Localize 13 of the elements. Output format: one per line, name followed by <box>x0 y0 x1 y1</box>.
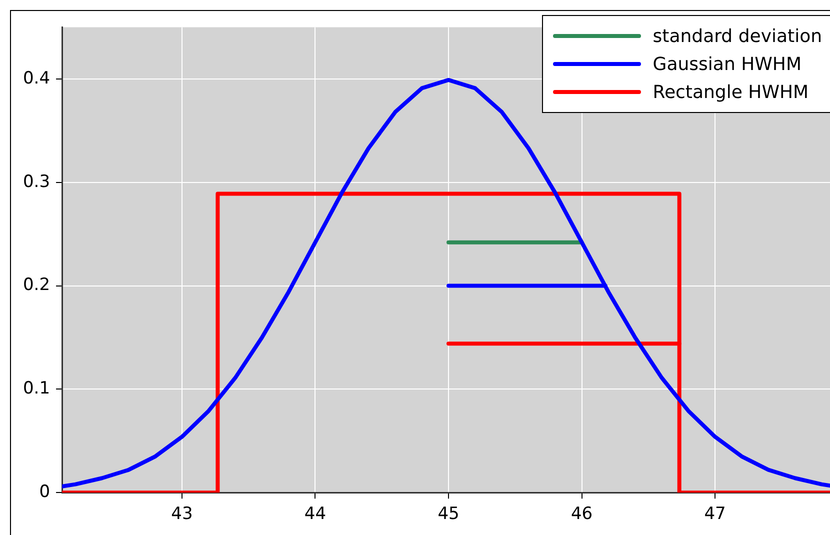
x-tick-label: 44 <box>304 504 326 524</box>
legend-label: Rectangle HWHM <box>652 82 809 102</box>
x-tick-label: 46 <box>570 504 593 524</box>
y-tick-label: 0.1 <box>22 378 50 399</box>
legend-label: Gaussian HWHM <box>652 54 802 74</box>
y-tick-label: 0 <box>39 482 50 502</box>
x-tick-label: 43 <box>171 504 193 524</box>
y-tick-label: 0.3 <box>22 172 50 192</box>
x-tick-label: 45 <box>438 504 460 524</box>
y-tick-label: 0.2 <box>22 275 50 296</box>
x-tick-label: 47 <box>704 504 726 524</box>
legend-label: standard deviation <box>652 26 822 46</box>
y-tick-label: 0.4 <box>22 68 50 88</box>
